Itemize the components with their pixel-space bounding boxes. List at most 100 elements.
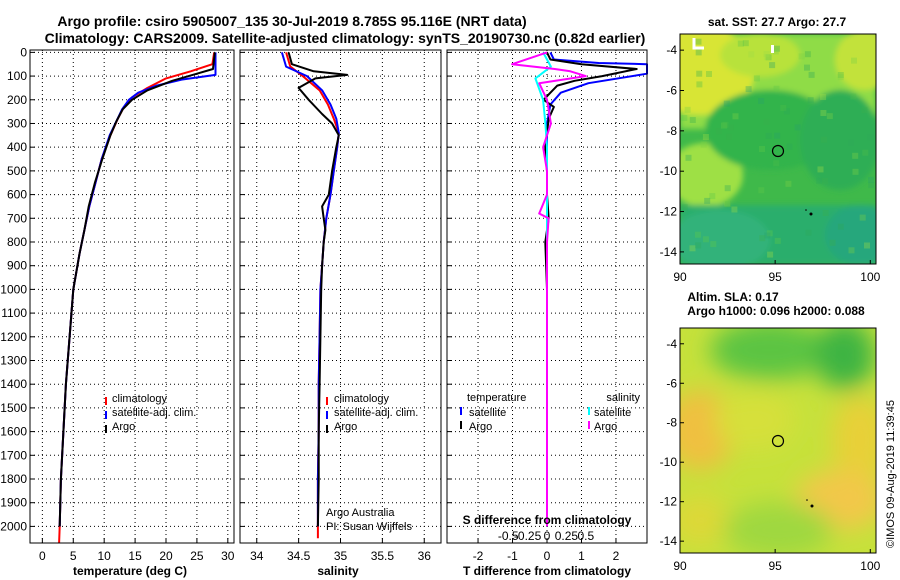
sst-cell bbox=[720, 122, 727, 129]
sla-map-xtick-label: 90 bbox=[673, 559, 687, 573]
sst-cell bbox=[774, 132, 781, 139]
sst-cell bbox=[695, 49, 702, 56]
temperature-xtick-label: 20 bbox=[159, 549, 173, 563]
sst-cell bbox=[695, 38, 702, 45]
sst-cell bbox=[765, 132, 772, 139]
sst-cell bbox=[816, 177, 823, 184]
sst-cell bbox=[702, 236, 709, 243]
legend-climatology: climatology bbox=[112, 393, 168, 405]
sst-cell bbox=[805, 229, 812, 236]
sst-map-panel: sat. SST: 27.7 Argo: 27.7 90 95 100-4-6- bbox=[660, 15, 881, 284]
difference-xtick-label: 0 bbox=[544, 549, 551, 563]
depth-tick-label: 1000 bbox=[0, 282, 27, 296]
sst-cell bbox=[826, 113, 833, 120]
sst-cell bbox=[864, 242, 870, 249]
legend-s-argo: Argo bbox=[594, 421, 617, 433]
sst-cell bbox=[867, 134, 874, 141]
sst-cell bbox=[807, 97, 814, 104]
depth-tick-label: 400 bbox=[7, 140, 27, 154]
sst-map-ytick-label: -6 bbox=[666, 83, 677, 97]
salinity-xtick-label: 35 bbox=[334, 549, 348, 563]
salinity-series-climatology bbox=[285, 52, 340, 539]
difference-legend: temperature satellite Argo salinity sate… bbox=[460, 392, 640, 433]
sla-map-ytick-label: -10 bbox=[660, 455, 678, 469]
sst-cell bbox=[785, 180, 792, 187]
sst-cell bbox=[742, 40, 749, 47]
salinity-diff-tick-label: 0.5 bbox=[577, 529, 594, 543]
sst-cell bbox=[794, 124, 801, 131]
temperature-series-satellite-adj-clim- bbox=[58, 52, 217, 527]
salinity-diff-tick-label: 0.25 bbox=[555, 529, 579, 543]
salinity-xtick-label: 35.5 bbox=[371, 549, 395, 563]
sst-cell bbox=[758, 98, 765, 104]
sst-map-title: sat. SST: 27.7 Argo: 27.7 bbox=[708, 15, 847, 29]
depth-tick-label: 1300 bbox=[0, 353, 27, 367]
salinity-diff-tick-label: -0.5 bbox=[498, 529, 519, 543]
sst-cell bbox=[745, 86, 752, 93]
depth-tick-label: 1600 bbox=[0, 425, 27, 439]
legend-temperature-title: temperature bbox=[467, 392, 526, 404]
sst-cell bbox=[820, 136, 827, 143]
depth-tick-label: 1800 bbox=[0, 472, 27, 486]
sla-map-ytick-label: -12 bbox=[660, 495, 678, 509]
legend-salinity-title: salinity bbox=[606, 392, 640, 404]
difference-panel: -2 -1 0 1 2 -0.5-0.25 0 0.25 0.5 T difference fr… bbox=[446, 49, 648, 578]
sla-map-ytick-label: -4 bbox=[666, 337, 677, 351]
sst-cell bbox=[689, 245, 696, 252]
depth-tick-label: 700 bbox=[7, 211, 27, 225]
sla-map-ytick-label: -6 bbox=[666, 376, 677, 390]
legend-s-satellite: satellite bbox=[594, 407, 631, 419]
sst-cell bbox=[817, 166, 824, 173]
sla-map-panel: Altim. SLA: 0.17 Argo h1000: 0.096 h2000… bbox=[660, 290, 881, 573]
sst-cell bbox=[684, 106, 691, 113]
sst-cell bbox=[731, 206, 738, 213]
temperature-panel: 0100200300400500600700800900100011001200… bbox=[0, 45, 235, 578]
salinity-xtick-label: 34 bbox=[250, 549, 264, 563]
difference-xtick-label: -1 bbox=[507, 549, 518, 563]
sst-cell bbox=[681, 115, 688, 121]
sst-cell bbox=[753, 75, 760, 82]
temperature-series-argo bbox=[58, 52, 216, 527]
sst-cell bbox=[820, 94, 827, 100]
sst-cell bbox=[700, 141, 707, 148]
sst-cell bbox=[852, 168, 859, 175]
legend-t-satellite: satellite bbox=[469, 407, 506, 419]
sst-cell bbox=[689, 117, 696, 123]
difference-xlabel-top: S difference from climatology bbox=[463, 513, 632, 527]
sst-cell bbox=[759, 146, 765, 152]
temperature-legend: climatology satellite-adj. clim. Argo bbox=[105, 393, 196, 433]
sst-cell bbox=[737, 40, 744, 47]
sst-cell bbox=[774, 237, 781, 244]
sst-cell bbox=[798, 53, 805, 60]
difference-xtick-label: 1 bbox=[578, 549, 585, 563]
sst-cell bbox=[868, 176, 875, 183]
sla-map-title: Altim. SLA: 0.17 bbox=[687, 290, 779, 304]
depth-tick-label: 1500 bbox=[0, 401, 27, 415]
salinity-diff-tick-label: -0.25 bbox=[514, 529, 542, 543]
sst-cell bbox=[820, 110, 827, 116]
depth-tick-label: 900 bbox=[7, 259, 27, 273]
depth-tick-label: 300 bbox=[7, 116, 27, 130]
sst-cell bbox=[851, 57, 857, 64]
sst-cell bbox=[696, 81, 703, 88]
sst-cell bbox=[766, 230, 773, 237]
sst-cell bbox=[848, 247, 855, 254]
difference-series-salinity-argo bbox=[511, 51, 587, 527]
sst-cell bbox=[773, 85, 780, 92]
sla-argo-marker bbox=[771, 434, 785, 448]
sst-cell bbox=[763, 118, 770, 125]
sst-cell bbox=[822, 210, 829, 216]
sst-map-ytick-label: -14 bbox=[660, 245, 678, 259]
sst-cell bbox=[837, 72, 844, 78]
sst-cell bbox=[763, 51, 770, 57]
sst-cell bbox=[758, 187, 765, 194]
temperature-series-climatology bbox=[58, 52, 216, 544]
sst-cell bbox=[783, 108, 790, 115]
salinity-diff-tick-label: 0 bbox=[544, 529, 551, 543]
sst-cell bbox=[850, 93, 857, 100]
sst-cell bbox=[804, 64, 810, 71]
sst-cell bbox=[763, 54, 770, 61]
sst-cell bbox=[710, 241, 717, 248]
sst-cell bbox=[829, 239, 836, 246]
